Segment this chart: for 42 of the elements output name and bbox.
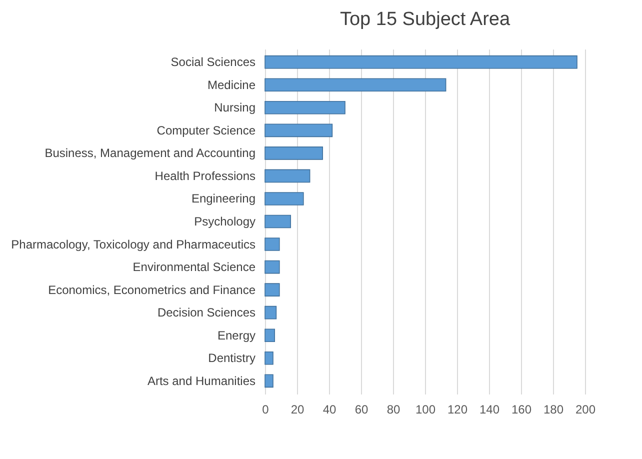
y-tick-label: Health Professions xyxy=(154,168,256,183)
x-tick-label: 140 xyxy=(479,402,500,416)
bar xyxy=(264,214,291,228)
bar xyxy=(264,283,280,296)
x-tick-label: 200 xyxy=(575,402,596,416)
bar xyxy=(264,328,275,342)
bar xyxy=(264,374,274,388)
y-tick-label: Economics, Econometrics and Finance xyxy=(48,282,256,297)
x-tick-label: 80 xyxy=(386,402,400,416)
bar xyxy=(264,306,277,320)
y-tick-label: Nursing xyxy=(214,100,256,115)
y-tick-label: Decision Sciences xyxy=(157,306,256,320)
bar xyxy=(264,55,578,69)
y-tick-label: Environmental Science xyxy=(132,260,256,274)
y-tick-label: Psychology xyxy=(194,214,256,228)
y-tick-label: Medicine xyxy=(207,78,256,92)
y-tick-label: Energy xyxy=(217,328,256,342)
bar xyxy=(264,260,280,274)
y-tick-label: Computer Science xyxy=(156,123,256,138)
bar xyxy=(264,351,274,365)
x-tick-label: 20 xyxy=(290,402,304,416)
y-tick-label: Dentistry xyxy=(208,351,256,366)
x-tick-label: 160 xyxy=(511,402,532,416)
bar xyxy=(264,192,304,206)
bar xyxy=(264,169,310,183)
x-tick-label: 60 xyxy=(354,402,368,416)
x-tick-label: 120 xyxy=(447,402,468,416)
bar xyxy=(264,146,323,160)
x-tick-label: 180 xyxy=(543,402,564,416)
y-tick-label: Social Sciences xyxy=(170,55,256,70)
y-tick-label: Business, Management and Accounting xyxy=(44,146,256,160)
chart-title: Top 15 Subject Area xyxy=(340,9,510,30)
y-tick-label: Arts and Humanities xyxy=(147,374,256,388)
x-tick-label: 100 xyxy=(415,402,436,416)
x-tick-label: 0 xyxy=(262,402,270,416)
x-tick-label: 40 xyxy=(322,402,336,416)
bar xyxy=(264,124,333,138)
y-tick-label: Engineering xyxy=(191,192,256,206)
y-tick-label: Pharmacology, Toxicology and Pharmaceutics xyxy=(11,237,256,252)
bar xyxy=(264,100,346,114)
bar xyxy=(264,78,446,92)
bar xyxy=(264,238,280,251)
